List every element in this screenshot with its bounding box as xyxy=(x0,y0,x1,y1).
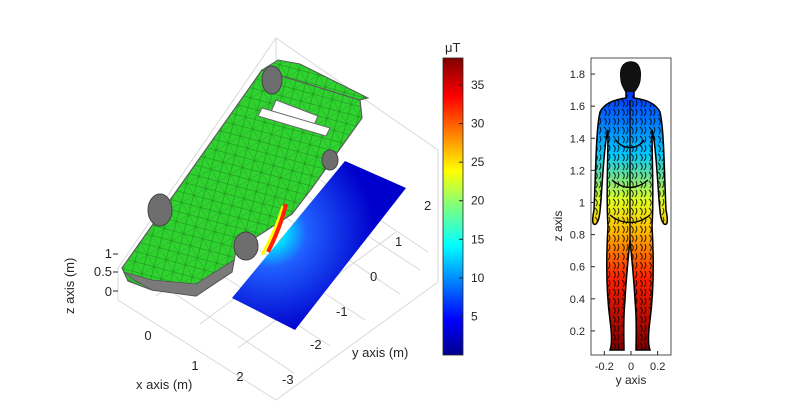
body-z-tick-label: 1.2 xyxy=(570,165,585,177)
colorbar-tick-label: 25 xyxy=(471,155,485,169)
y-tick-label: 2 xyxy=(424,198,431,213)
body-y-tick-label: 0.2 xyxy=(650,361,665,373)
colorbar-tick-label: 15 xyxy=(471,232,485,246)
body-y-tick-label: 0 xyxy=(628,361,634,373)
body-y-axis-label: y axis xyxy=(616,373,647,387)
y-tick-label: -1 xyxy=(336,304,348,319)
y-tick-label: 1 xyxy=(395,234,402,249)
3d-field-panel: 1 0.5 0 z axis (m) 0 1 2 x axis (m) -3 -… xyxy=(62,37,439,401)
body-z-tick-label: 0.8 xyxy=(570,230,585,242)
colorbar-unit-label: μT xyxy=(445,40,460,55)
body-y-tick-label: -0.2 xyxy=(595,361,614,373)
vehicle-mesh xyxy=(121,59,370,297)
body-z-tick-label: 0.2 xyxy=(570,326,585,338)
x-tick-label: 0 xyxy=(144,328,151,343)
body-z-tick-label: 1 xyxy=(579,197,585,209)
z-tick-label: 0 xyxy=(105,284,112,299)
human-body-slice xyxy=(591,61,669,351)
z-tick-label: 1 xyxy=(105,246,112,261)
x-tick-label: 2 xyxy=(236,369,243,384)
y-tick-label: -2 xyxy=(310,337,322,352)
colorbar-ticks: 5 10 15 20 25 30 35 xyxy=(459,78,485,323)
body-z-axis-label: z axis xyxy=(551,211,565,242)
body-z-tick-label: 1.6 xyxy=(570,101,585,113)
colorbar-tick-label: 30 xyxy=(471,117,485,131)
body-z-tick-label: 1.4 xyxy=(570,133,585,145)
y-axis-ticks: -3 -2 -1 0 1 2 xyxy=(282,198,431,387)
x-axis-ticks: 0 1 2 xyxy=(144,328,243,384)
body-slice-panel: 0.2 0.4 0.6 0.8 1 1.2 1.4 1.6 1.8 -0.2 0 0.2 y axi… xyxy=(551,57,672,387)
body-z-ticks: 0.2 0.4 0.6 0.8 1 1.2 1.4 1.6 1.8 xyxy=(570,69,595,338)
colorbar-tick-label: 20 xyxy=(471,194,485,208)
colorbar-tick-label: 5 xyxy=(471,309,478,323)
body-z-tick-label: 0.6 xyxy=(570,262,585,274)
y-axis-label: y axis (m) xyxy=(352,345,408,360)
colorbar-gradient xyxy=(442,57,464,356)
y-tick-label: 0 xyxy=(370,269,377,284)
body-z-tick-label: 1.8 xyxy=(570,69,585,81)
z-axis-label: z axis (m) xyxy=(62,258,77,314)
z-tick-label: 0.5 xyxy=(94,264,112,279)
z-axis-ticks: 1 0.5 0 xyxy=(94,246,118,299)
colorbar: μT 5 10 15 20 25 30 35 xyxy=(442,40,485,356)
colorbar-tick-label: 35 xyxy=(471,78,485,92)
field-plane xyxy=(232,161,406,330)
x-axis-label: x axis (m) xyxy=(136,377,192,392)
y-tick-label: -3 xyxy=(282,372,294,387)
colorbar-tick-label: 10 xyxy=(471,271,485,285)
x-tick-label: 1 xyxy=(191,358,198,373)
body-z-tick-label: 0.4 xyxy=(570,294,585,306)
body-y-ticks: -0.2 0 0.2 xyxy=(595,351,665,373)
